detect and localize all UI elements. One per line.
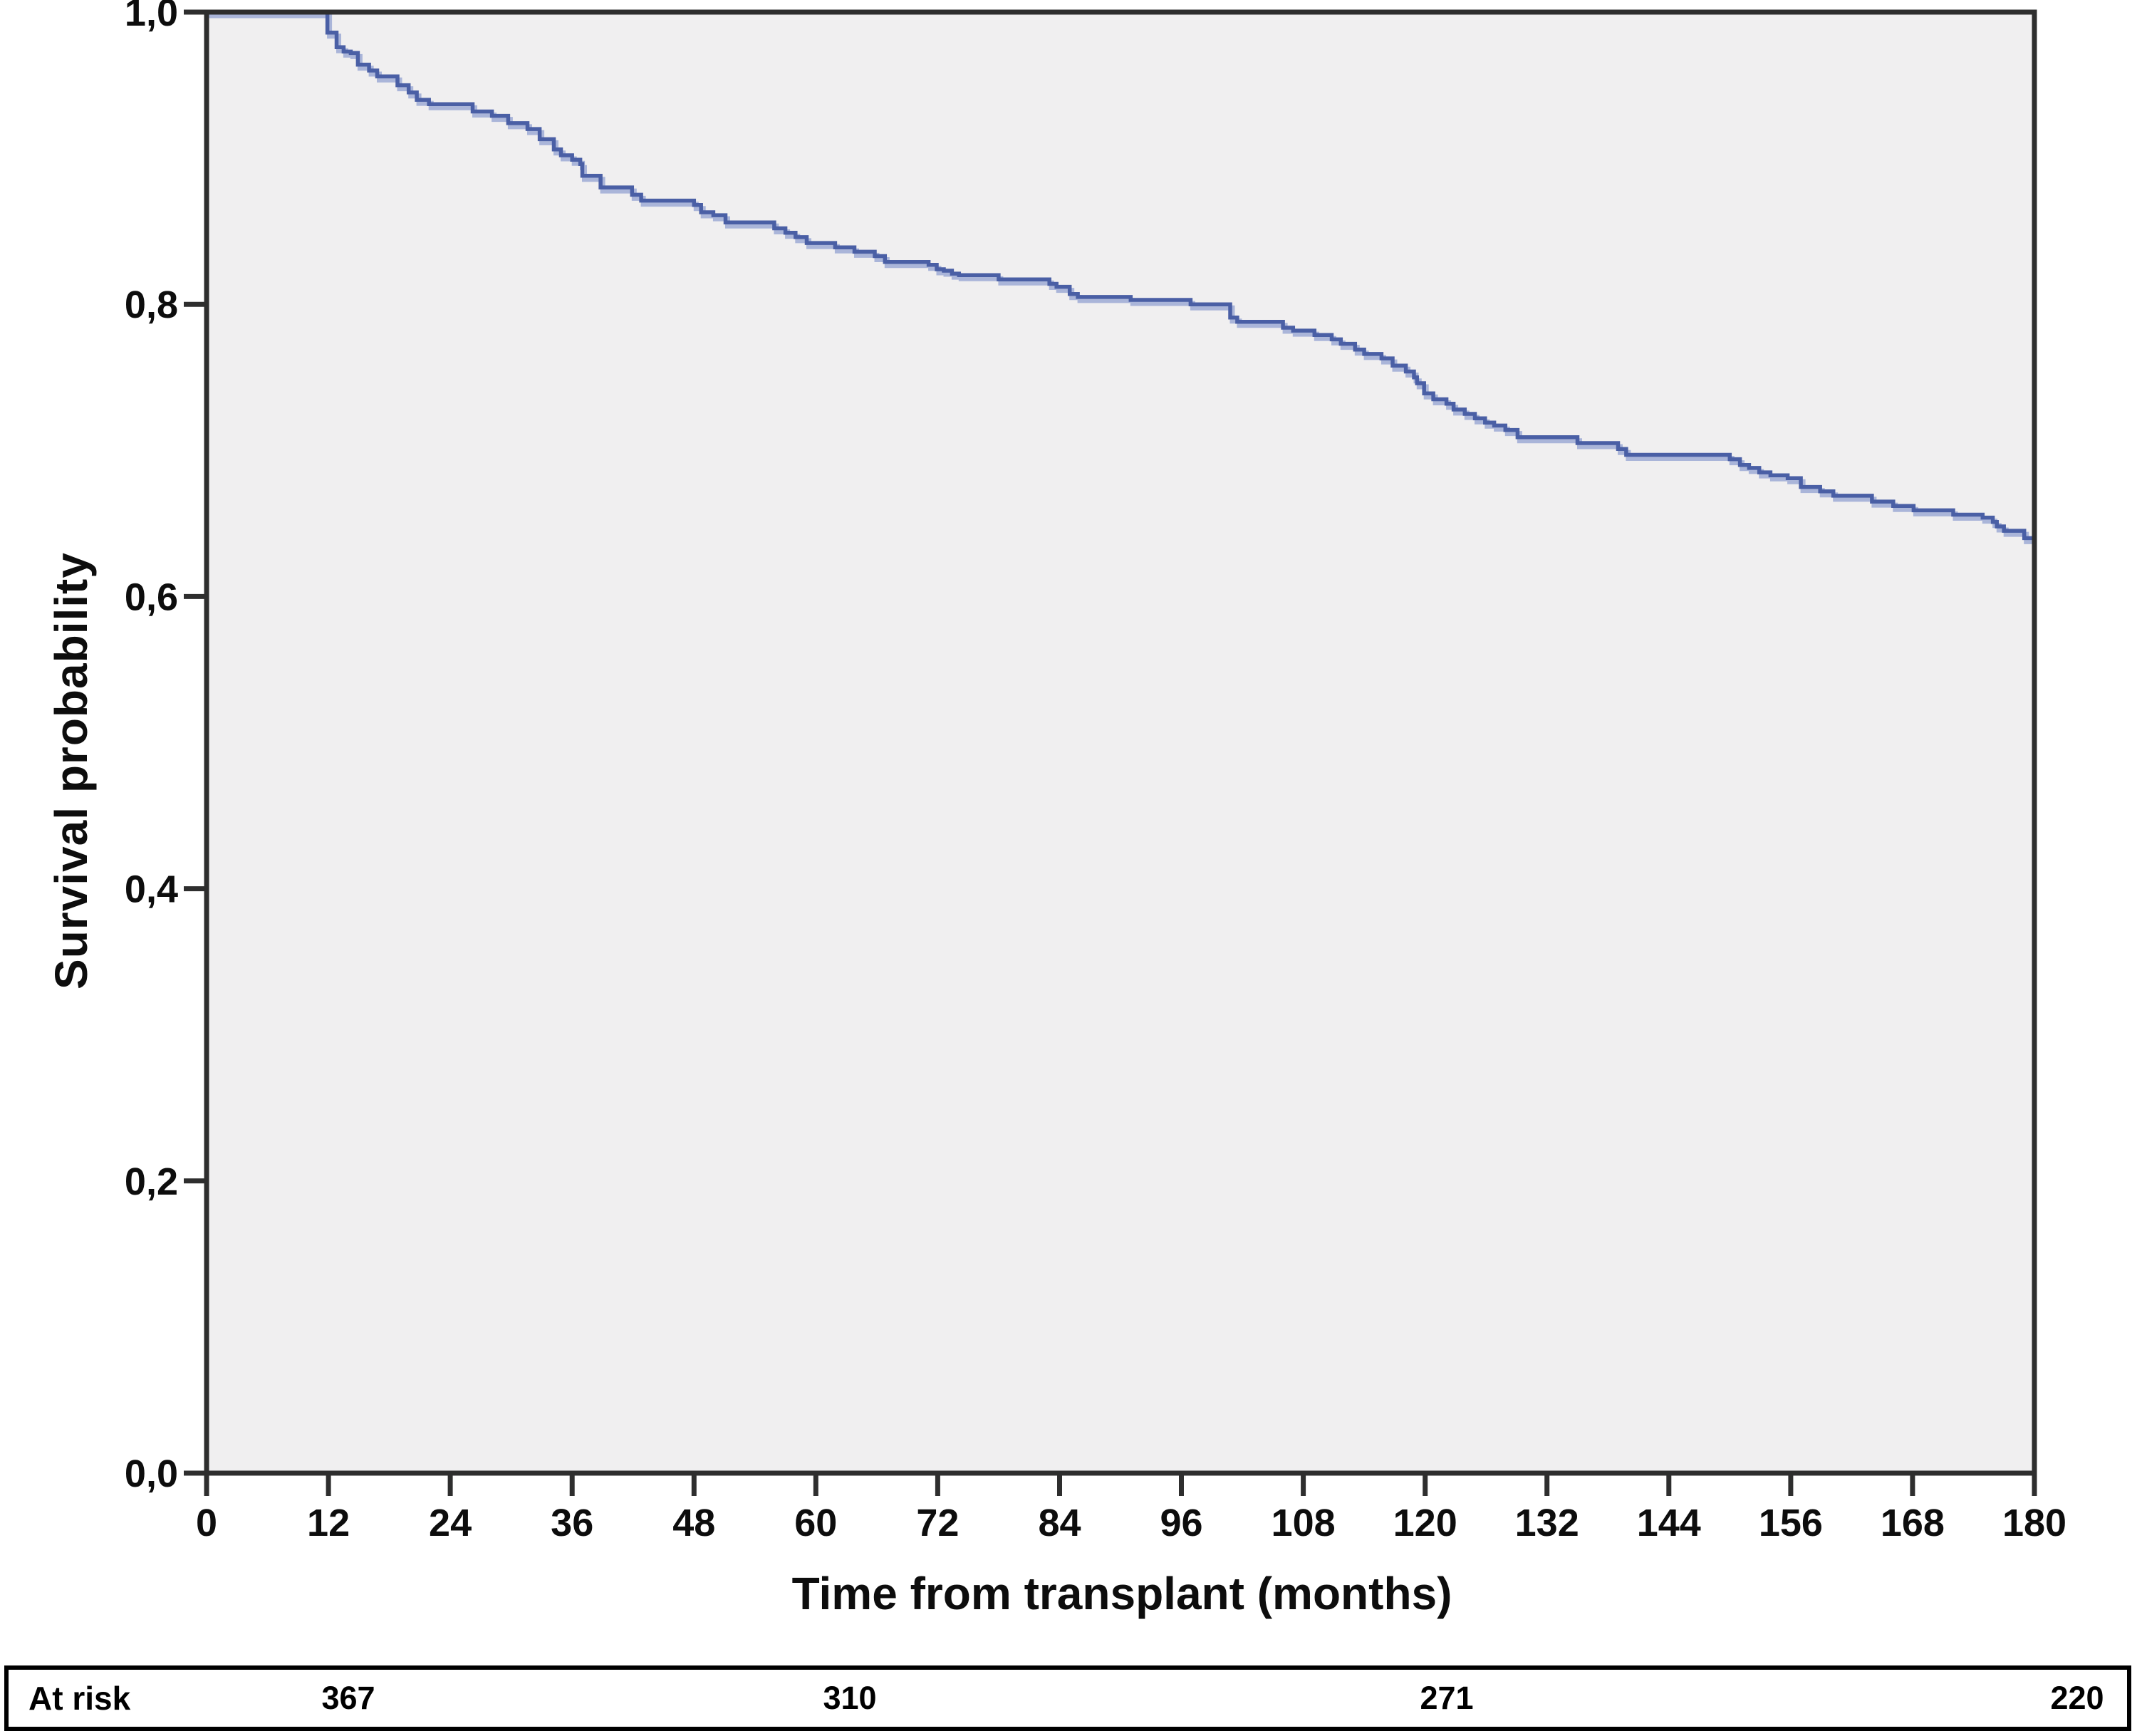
x-tick-label: 0: [196, 1502, 217, 1544]
x-tick-label: 24: [429, 1502, 472, 1544]
x-tick-label: 60: [794, 1502, 837, 1544]
x-axis-title: Time from transplant (months): [791, 1568, 1452, 1619]
x-tick-label: 108: [1272, 1502, 1336, 1544]
x-tick-label: 156: [1759, 1502, 1823, 1544]
km-curve: [207, 10, 2034, 541]
x-tick-label: 72: [916, 1502, 959, 1544]
x-tick-label: 120: [1393, 1502, 1457, 1544]
y-tick-label: 1,0: [125, 0, 178, 34]
y-axis-title: Survival probability: [46, 552, 97, 989]
plot-background: [207, 12, 2034, 1473]
plot-frame: [204, 9, 2037, 1476]
x-tick-label: 144: [1637, 1502, 1701, 1544]
at-risk-count-3: 271: [1420, 1680, 1474, 1716]
x-tick-label: 132: [1515, 1502, 1579, 1544]
y-tick-label: 0,4: [125, 868, 178, 911]
x-tick-label: 180: [2002, 1502, 2066, 1544]
km-curve-shadow: [209, 13, 2037, 544]
x-tick-label: 48: [672, 1502, 715, 1544]
survival-plot: 1,0 0,8 0,6 0,4 0,2 0,0 0 12 24 36 48 60 72 84 96 108 12…: [125, 0, 2066, 1544]
x-tick-label: 96: [1160, 1502, 1202, 1544]
x-tick-label: 12: [307, 1502, 350, 1544]
at-risk-count-1: 367: [321, 1680, 375, 1716]
at-risk-count-4: 220: [2050, 1680, 2104, 1716]
x-tick-label: 36: [551, 1502, 593, 1544]
y-tick-label: 0,8: [125, 284, 178, 326]
at-risk-table: At risk 367 310 271 220: [4, 1665, 2131, 1731]
x-tick-label: 84: [1038, 1502, 1081, 1544]
y-tick-label: 0,2: [125, 1160, 178, 1203]
at-risk-row-header: At risk: [28, 1680, 131, 1717]
y-tick-label: 0,0: [125, 1452, 178, 1495]
y-tick-label: 0,6: [125, 576, 178, 618]
x-tick-label: 168: [1881, 1502, 1945, 1544]
at-risk-count-2: 310: [823, 1680, 877, 1716]
